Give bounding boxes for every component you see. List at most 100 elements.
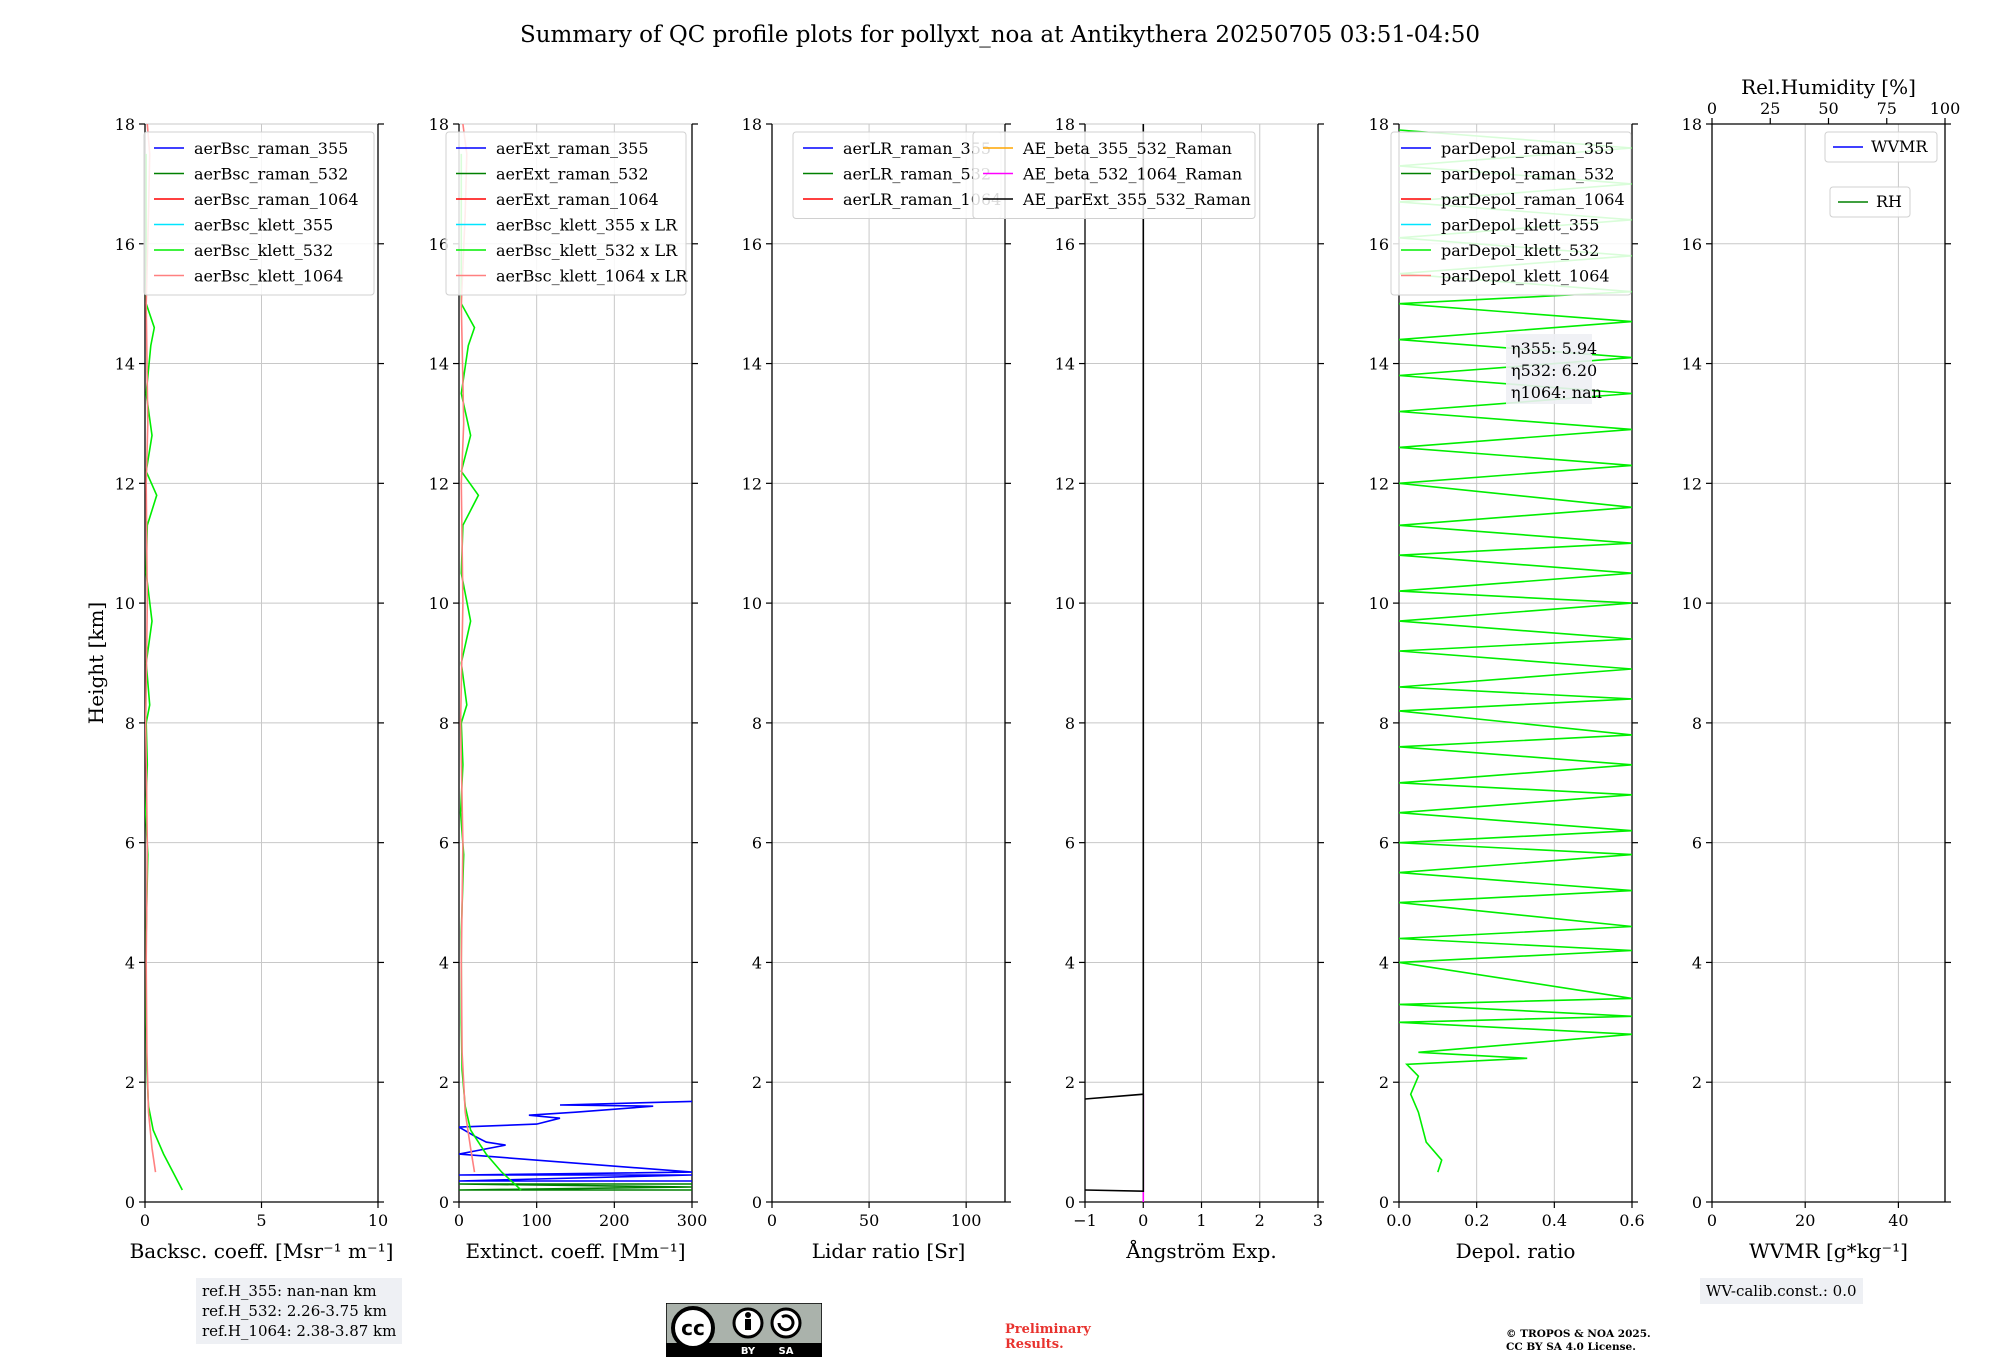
y-tick-label: 4	[1065, 953, 1075, 972]
legend: aerExt_raman_355 aerExt_raman_532 aerExt_r…	[445, 131, 688, 296]
y-tick-label: 6	[125, 834, 135, 853]
y-tick-label: 2	[1065, 1073, 1075, 1092]
reference-height-box: ref.H_355: nan-nan km ref.H_532: 2.26-3.…	[196, 1278, 403, 1344]
y-tick-label: 14	[1055, 355, 1075, 374]
y-tick-label: 12	[1369, 474, 1389, 493]
panel-6: 0 2 4 6 8 10 12 14 16 18 0 20 40 0 25 50 75 100 Rel.Humidi…	[1682, 75, 1961, 1263]
y-tick-label: 0	[1065, 1193, 1075, 1212]
y-tick-label: 10	[1055, 594, 1075, 613]
y-tick-label: 10	[115, 594, 135, 613]
legend: aerBsc_raman_355 aerBsc_raman_532 aerBsc_r…	[143, 131, 375, 296]
legend-frame	[445, 131, 687, 296]
legend-label-aerBsc_klett_532: aerBsc_klett_532	[194, 241, 333, 260]
legend-WVMR: WVMR	[1824, 131, 1938, 163]
ref-height-532: ref.H_532: 2.26-3.75 km	[202, 1302, 387, 1320]
y-tick-label: 8	[1379, 714, 1389, 733]
top-axis-label: Rel.Humidity [%]	[1741, 75, 1916, 99]
y-tick-label: 10	[429, 594, 449, 613]
x-tick-label: 0	[767, 1211, 777, 1230]
legend-label-aerLR_raman_355: aerLR_raman_355	[843, 139, 991, 158]
y-tick-label: 18	[429, 115, 449, 134]
x-tick-label: 0	[1138, 1211, 1148, 1230]
legend-label-aerBsc_raman_355: aerBsc_raman_355	[194, 139, 348, 158]
y-tick-label: 0	[1379, 1193, 1389, 1212]
legend-label-aerBsc_klett_355 x LR: aerBsc_klett_355 x LR	[496, 216, 678, 235]
cc-text: cc	[681, 1316, 705, 1340]
legend-label-aerLR_raman_532: aerLR_raman_532	[843, 165, 991, 184]
top-x-tick-label: 100	[1930, 99, 1961, 118]
y-tick-label: 18	[1682, 115, 1702, 134]
y-tick-label: 6	[439, 834, 449, 853]
top-x-tick-label: 75	[1877, 99, 1897, 118]
series-line-aerBsc_klett_532	[145, 153, 184, 1191]
panel-5: 0 2 4 6 8 10 12 14 16 18 0.0 0.2 0.4 0.6 Depol. ratio p…	[1369, 115, 1645, 1263]
x-tick-label: −1	[1073, 1211, 1097, 1230]
y-tick-label: 10	[742, 594, 762, 613]
y-tick-label: 0	[125, 1193, 135, 1212]
y-tick-label: 12	[1055, 474, 1075, 493]
by-text: BY	[741, 1346, 756, 1357]
top-x-tick-label: 0	[1707, 99, 1717, 118]
y-tick-label: 4	[439, 953, 449, 972]
ref-height-355: ref.H_355: nan-nan km	[202, 1282, 377, 1300]
x-tick-label: 0.2	[1464, 1211, 1489, 1230]
y-tick-label: 2	[752, 1073, 762, 1092]
y-tick-label: 12	[429, 474, 449, 493]
legend-label-AE_beta_532_1064_Raman: AE_beta_532_1064_Raman	[1022, 165, 1242, 184]
x-axis-label: Backsc. coeff. [Msr⁻¹ m⁻¹]	[130, 1239, 394, 1263]
legend: parDepol_raman_355 parDepol_raman_532 parD…	[1390, 131, 1632, 296]
preliminary-line-1: Preliminary	[1005, 1322, 1091, 1337]
wv-calibration-box: WV-calib.const.: 0.0	[1700, 1278, 1863, 1304]
top-x-tick-label: 50	[1818, 99, 1838, 118]
y-tick-label: 10	[1682, 594, 1702, 613]
x-tick-label: 2	[1255, 1211, 1265, 1230]
y-tick-label: 18	[1369, 115, 1389, 134]
series-line-AE_parExt_355_532_Raman	[1085, 124, 1145, 1193]
panel-2: 0 2 4 6 8 10 12 14 16 18 0 100 200 300 Extinct. coeff.…	[429, 115, 708, 1263]
y-tick-label: 8	[1065, 714, 1075, 733]
legend-label-parDepol_raman_1064: parDepol_raman_1064	[1441, 190, 1625, 209]
legend-label-aerBsc_raman_1064: aerBsc_raman_1064	[194, 190, 359, 209]
x-tick-label: 5	[256, 1211, 266, 1230]
y-tick-label: 6	[752, 834, 762, 853]
legend-label-aerBsc_raman_532: aerBsc_raman_532	[194, 165, 348, 184]
y-tick-label: 4	[125, 953, 135, 972]
x-tick-label: 100	[951, 1211, 982, 1230]
x-tick-label: 0	[1707, 1211, 1717, 1230]
y-tick-label: 8	[752, 714, 762, 733]
legend-label: RH	[1876, 192, 1902, 211]
eta-value: η532: 6.20	[1511, 361, 1597, 380]
y-tick-label: 8	[1692, 714, 1702, 733]
y-tick-label: 16	[429, 235, 449, 254]
legend-label-aerBsc_klett_355: aerBsc_klett_355	[194, 216, 333, 235]
figure-title: Summary of QC profile plots for pollyxt_…	[519, 22, 1481, 48]
x-tick-label: 50	[859, 1211, 879, 1230]
y-tick-label: 18	[742, 115, 762, 134]
y-tick-label: 16	[1682, 235, 1702, 254]
legend: aerLR_raman_355 aerLR_raman_532 aerLR_rama…	[792, 131, 1002, 219]
legend-label-parDepol_raman_532: parDepol_raman_532	[1441, 165, 1614, 184]
y-axis-label: Height [km]	[84, 602, 108, 724]
legend-RH: RH	[1829, 186, 1911, 218]
data-lines	[1399, 129, 1632, 1173]
y-tick-label: 0	[439, 1193, 449, 1212]
y-tick-label: 8	[439, 714, 449, 733]
y-tick-label: 14	[1682, 355, 1702, 374]
data-lines	[1085, 124, 1145, 1202]
x-tick-label: 0.6	[1619, 1211, 1644, 1230]
x-tick-label: 200	[599, 1211, 630, 1230]
y-tick-label: 12	[115, 474, 135, 493]
y-tick-label: 2	[125, 1073, 135, 1092]
panel-1: 0 2 4 6 8 10 12 14 16 18 0 5 10 Backsc. coeff. [Msr⁻¹…	[115, 115, 394, 1263]
series-line-parDepol_klett_532	[1399, 129, 1632, 1173]
eta-value: η355: 5.94	[1511, 339, 1597, 358]
legend-frame	[972, 131, 1256, 219]
legend-label-aerExt_raman_355: aerExt_raman_355	[496, 139, 649, 158]
preliminary-line-2: Results.	[1005, 1337, 1064, 1352]
top-x-tick-label: 25	[1760, 99, 1780, 118]
series-line-aerExt_raman_532	[459, 1183, 692, 1191]
y-tick-label: 8	[125, 714, 135, 733]
legend-label: WVMR	[1871, 137, 1928, 156]
